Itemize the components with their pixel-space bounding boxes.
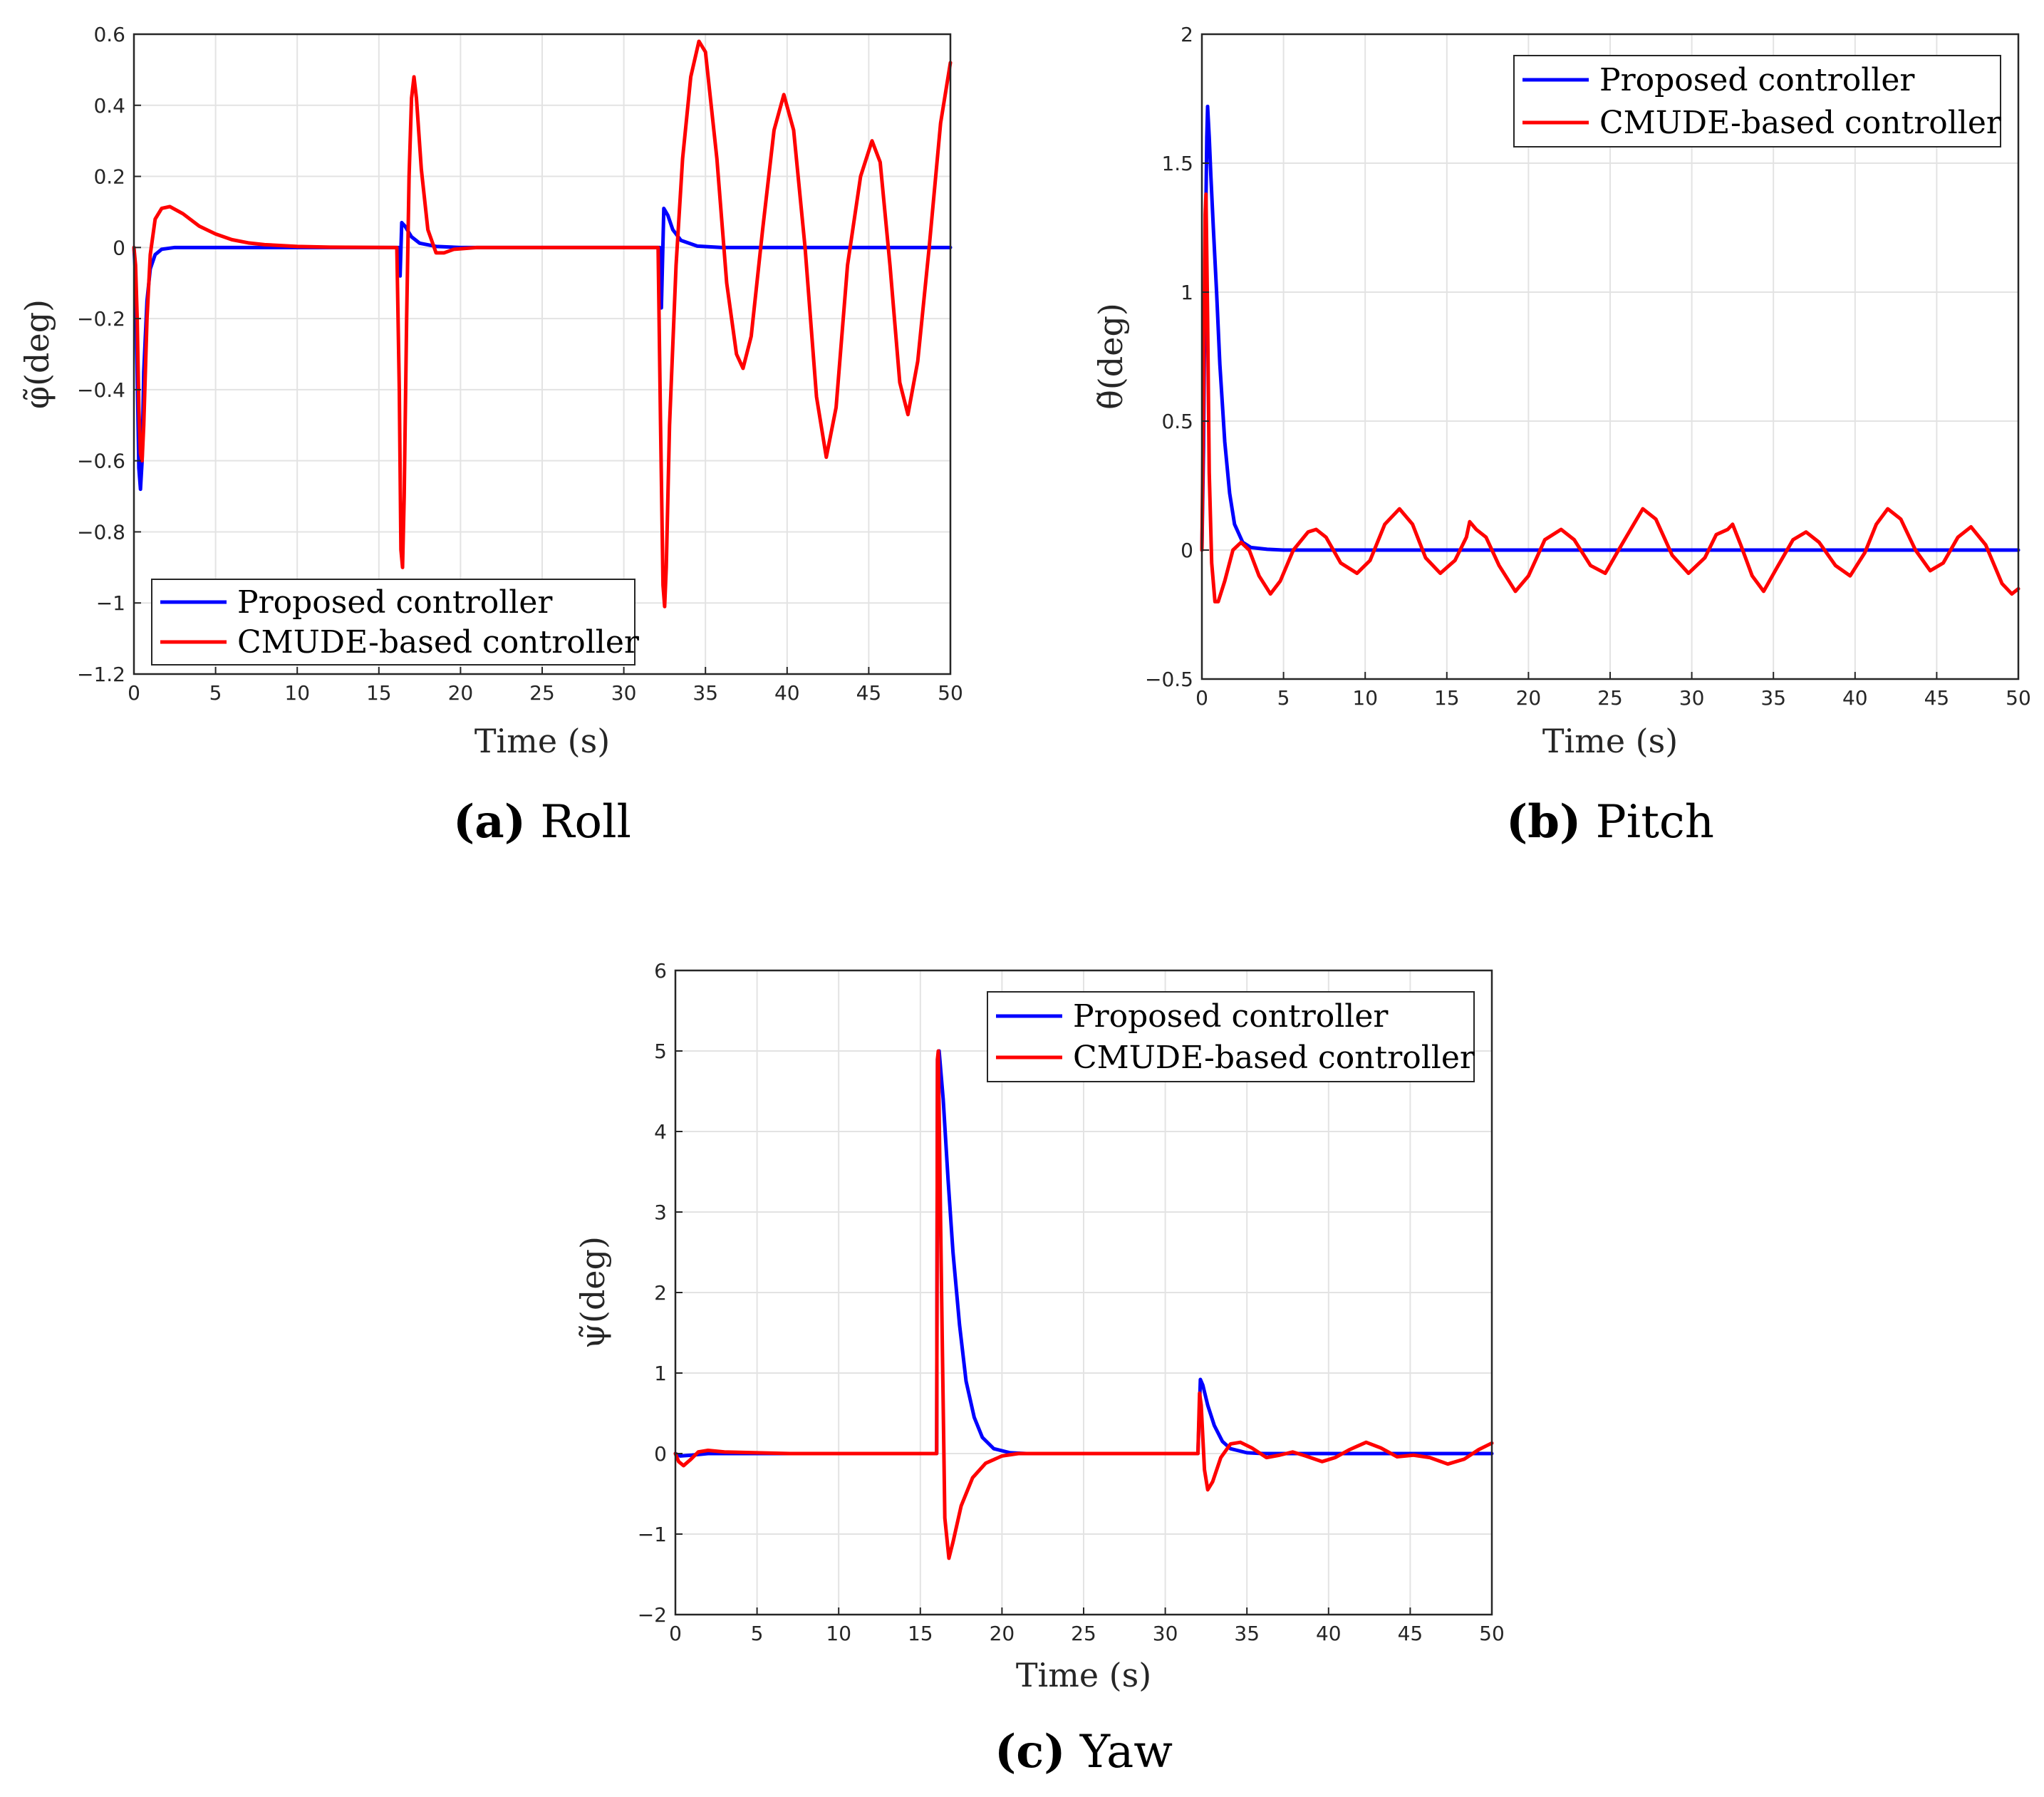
legend: Proposed controller CMUDE-based controll… (151, 579, 640, 666)
y-tick-label: 0 (113, 236, 125, 259)
y-tick-label: −1 (96, 591, 125, 615)
y-tick-label: −0.8 (77, 520, 125, 544)
y-tick-label: −0.4 (77, 378, 125, 402)
x-tick-label: 45 (1398, 1622, 1423, 1645)
legend-label-proposed: Proposed controller (237, 584, 553, 621)
y-tick-label: 1 (1181, 281, 1193, 304)
y-axis-label: φ̃(deg) (18, 299, 56, 409)
legend: Proposed controller CMUDE-based controll… (987, 991, 1475, 1082)
caption-text: Pitch (1596, 796, 1714, 849)
y-tick-label: 0.6 (93, 23, 125, 46)
x-tick-label: 0 (128, 681, 140, 705)
x-tick-label: 30 (1153, 1622, 1178, 1645)
series-line-proposed (1200, 104, 2020, 552)
legend-label-proposed: Proposed controller (1073, 998, 1389, 1035)
y-tick-label: 3 (654, 1201, 667, 1224)
x-axis-label: Time (s) (1542, 722, 1678, 760)
x-tick-label: 25 (529, 681, 555, 705)
x-tick-label: 50 (1479, 1622, 1505, 1645)
y-tick-label: −0.2 (77, 307, 125, 331)
x-tick-label: 40 (774, 681, 800, 705)
y-tick-label: 0.5 (1161, 410, 1193, 433)
legend-label-proposed: Proposed controller (1599, 62, 1915, 98)
y-axis-label: ψ̃(deg) (574, 1236, 612, 1349)
x-tick-label: 15 (1434, 686, 1460, 710)
y-tick-label: 0.2 (93, 165, 125, 189)
x-tick-label: 10 (1352, 686, 1378, 710)
legend-label-cmude: CMUDE-based controller (1599, 105, 2002, 141)
x-tick-label: 15 (908, 1622, 933, 1645)
panel-caption: (c) Yaw (995, 1725, 1173, 1778)
x-tick-label: 10 (826, 1622, 851, 1645)
y-tick-label: 5 (654, 1040, 667, 1063)
y-tick-label: −0.5 (1145, 668, 1193, 691)
x-tick-label: 10 (284, 681, 310, 705)
panel-roll: 0 5 10 15 20 25 30 35 40 45 50 −1.2 −1 −0.8 −0.6 −0.4 −0… (18, 23, 963, 849)
x-tick-label: 30 (1679, 686, 1705, 710)
y-tick-label: −0.6 (77, 450, 125, 473)
x-tick-label: 35 (1234, 1622, 1260, 1645)
y-tick-label: −1 (638, 1523, 667, 1546)
y-tick-label: 2 (654, 1281, 667, 1305)
y-tick-label: −2 (638, 1603, 667, 1627)
y-axis-label: θ̃(deg) (1091, 303, 1130, 410)
x-tick-label: 50 (2006, 686, 2031, 710)
x-tick-label: 0 (669, 1622, 682, 1645)
x-tick-label: 40 (1842, 686, 1868, 710)
x-tick-label: 35 (1760, 686, 1786, 710)
caption-letter: (b) (1506, 795, 1581, 849)
x-tick-label: 20 (448, 681, 474, 705)
legend-box (1513, 55, 2001, 147)
x-tick-label: 20 (1516, 686, 1542, 710)
caption-letter: (a) (453, 795, 526, 849)
x-axis-label: Time (s) (474, 722, 610, 760)
y-tick-label: 0 (654, 1442, 667, 1466)
x-tick-label: 5 (209, 681, 222, 705)
caption-text: Yaw (1079, 1726, 1173, 1778)
y-tick-label: 2 (1181, 23, 1193, 46)
caption-letter: (c) (995, 1725, 1066, 1778)
x-tick-label: 45 (1924, 686, 1950, 710)
y-tick-label: 1.5 (1161, 152, 1193, 175)
x-tick-label: 5 (751, 1622, 764, 1645)
panel-caption: (b) Pitch (1506, 795, 1714, 849)
x-tick-label: 5 (1277, 686, 1290, 710)
series-line-cmude (673, 1049, 1494, 1560)
y-tick-label: 4 (654, 1120, 667, 1144)
x-tick-label: 15 (366, 681, 392, 705)
caption-text: Roll (540, 796, 631, 849)
y-tick-label: −1.2 (77, 663, 125, 686)
legend-box (151, 579, 635, 666)
x-tick-label: 35 (692, 681, 718, 705)
x-tick-label: 45 (856, 681, 882, 705)
x-tick-label: 40 (1316, 1622, 1342, 1645)
x-tick-label: 30 (611, 681, 637, 705)
legend-label-cmude: CMUDE-based controller (237, 624, 640, 661)
x-tick-label: 25 (1071, 1622, 1096, 1645)
series-line-cmude (132, 39, 953, 609)
panel-caption: (a) Roll (453, 795, 631, 849)
legend-box (987, 991, 1475, 1082)
x-tick-label: 20 (990, 1622, 1015, 1645)
panel-pitch: 0 5 10 15 20 25 30 35 40 45 50−0.500.511.52 Time (… (1091, 23, 2031, 849)
x-tick-label: 50 (938, 681, 963, 705)
legend: Proposed controller CMUDE-based controll… (1513, 55, 2002, 147)
x-tick-label: 25 (1597, 686, 1623, 710)
x-axis-label: Time (s) (1016, 1656, 1151, 1694)
y-tick-label: 0 (1181, 539, 1193, 562)
series-line-cmude (1200, 192, 2020, 604)
y-tick-label: 0.4 (93, 94, 125, 118)
y-tick-label: 1 (654, 1362, 667, 1385)
legend-label-cmude: CMUDE-based controller (1073, 1040, 1475, 1076)
y-tick-label: 6 (654, 959, 667, 983)
series-line-proposed (132, 206, 953, 492)
x-tick-label: 0 (1195, 686, 1208, 710)
